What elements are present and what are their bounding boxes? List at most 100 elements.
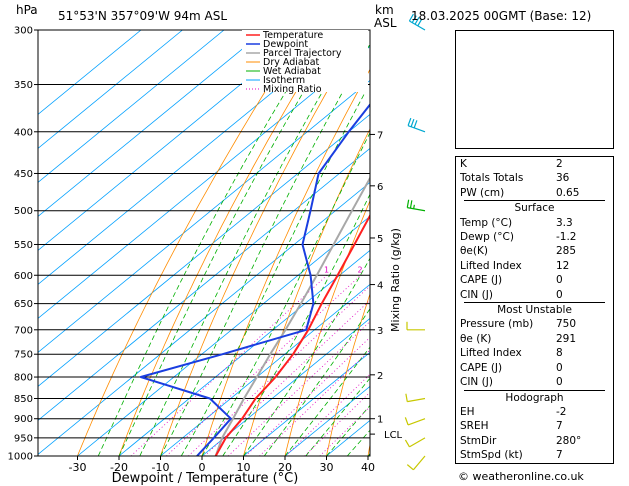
profile-lines xyxy=(139,102,370,456)
isotherm-line xyxy=(160,283,370,456)
legend: Temperature Dewpoint Parcel Trajectory D… xyxy=(242,30,368,95)
index-row-pw: PW (cm) 0.65 xyxy=(456,186,613,200)
surface-title: Surface xyxy=(514,202,555,215)
wind-barbs xyxy=(404,13,426,471)
wet-adiabat-line xyxy=(305,377,370,456)
mu-row: θe (K) 291 xyxy=(456,332,613,346)
hodo-label: EH xyxy=(460,405,475,418)
mixing-ratio-line xyxy=(188,285,370,456)
wind-barb xyxy=(405,393,426,403)
wet-adiabat-line xyxy=(201,131,370,456)
index-label: Totals Totals xyxy=(460,172,524,185)
altitude-tick-label: 6 xyxy=(377,182,383,193)
legend-dry-adiabat: Dry Adiabat xyxy=(263,57,320,68)
pressure-tick-label: 450 xyxy=(14,169,33,180)
pressure-tick-label: 900 xyxy=(14,414,33,425)
wind-barb xyxy=(404,437,426,448)
mu-value: 0 xyxy=(556,376,563,389)
wind-barb-flag xyxy=(405,393,408,402)
hodo-label: StmDir xyxy=(460,434,497,447)
temperature-tick-label: 30 xyxy=(320,461,334,474)
temperature-tick-label: 10 xyxy=(237,461,251,474)
hodograph-panel xyxy=(455,30,614,149)
surface-row: Lifted Index 12 xyxy=(456,259,613,273)
datetime-title: 18.03.2025 00GMT (Base: 12) xyxy=(411,9,591,23)
hodograph-table-title: Hodograph xyxy=(505,391,564,404)
wind-barb-flag xyxy=(407,117,412,126)
mu-label: CIN (J) xyxy=(460,376,493,389)
mu-value: 750 xyxy=(556,318,577,331)
temperature-tick-label: -30 xyxy=(69,461,87,474)
altitude-tick-label: 4 xyxy=(377,281,383,292)
hodo-row: SREH 7 xyxy=(456,419,613,433)
wind-barb-flag xyxy=(406,464,414,471)
pressure-tick-label: 300 xyxy=(14,26,33,37)
wind-barb-staff xyxy=(412,455,426,471)
index-label: K xyxy=(460,158,467,170)
lcl-label: LCL xyxy=(384,430,403,441)
mixing-ratio-line xyxy=(245,336,370,456)
wind-barb xyxy=(406,321,425,331)
altitude-tick-label: 5 xyxy=(377,234,383,245)
wind-barb-half-flag xyxy=(413,204,415,209)
wind-barb-flag xyxy=(406,199,410,208)
altitude-tick-label: 2 xyxy=(377,371,383,382)
temperature-tick-label: 20 xyxy=(278,461,292,474)
mu-value: 0 xyxy=(556,361,563,374)
legend-parcel: Parcel Trajectory xyxy=(263,48,342,59)
isotherm-line xyxy=(201,317,370,456)
mu-row: CIN (J) 0 xyxy=(456,375,613,389)
mixing-ratio-label: 6 xyxy=(416,265,421,274)
temperature-tick-label: -20 xyxy=(110,461,128,474)
surface-row: θe(K) 285 xyxy=(456,244,613,258)
wind-barb-flag xyxy=(404,439,410,448)
mixing-ratio-line xyxy=(285,373,370,456)
pressure-tick-label: 400 xyxy=(14,127,33,138)
hodo-label: StmSpd (kt) xyxy=(460,449,523,462)
surface-label: Temp (°C) xyxy=(460,216,513,229)
mixing-ratio-label: 1 xyxy=(324,265,329,274)
mixing-ratio-line xyxy=(259,349,370,456)
wind-barb-flag xyxy=(409,200,413,209)
wind-barb xyxy=(404,417,426,426)
mu-label: Pressure (mb) xyxy=(460,318,534,331)
mu-row: CAPE (J) 0 xyxy=(456,361,613,375)
isotherm-line xyxy=(243,351,370,456)
wind-barb-staff xyxy=(409,20,426,31)
wind-barb xyxy=(408,13,426,31)
wind-barb-flag xyxy=(414,17,420,25)
surface-value: 0 xyxy=(556,288,563,301)
hodo-row: StmDir 280° xyxy=(456,434,613,448)
pressure-tick-label: 650 xyxy=(14,299,33,310)
surface-value: 0 xyxy=(556,274,563,287)
wind-barb-staff xyxy=(407,418,426,426)
altitude-tick-label: 1 xyxy=(377,415,383,426)
wind-barb-flag xyxy=(408,13,414,22)
isotherm-line xyxy=(38,30,308,251)
legend-wet-adiabat: Wet Adiabat xyxy=(263,66,321,77)
mu-label: θe (K) xyxy=(460,332,492,345)
mixing-ratio-label: 8 xyxy=(432,265,437,274)
wind-barb-staff xyxy=(407,207,426,212)
parcel-trajectory-line xyxy=(214,176,370,456)
isotherm-line xyxy=(38,181,370,455)
hodo-value: 7 xyxy=(556,420,563,433)
dewpoint-line xyxy=(139,102,370,456)
surface-row: CAPE (J) 0 xyxy=(456,273,613,287)
surface-row: Dewp (°C) -1.2 xyxy=(456,230,613,244)
copyright-footer: © weatheronline.co.uk xyxy=(458,470,584,483)
wind-barb-flag xyxy=(411,15,417,23)
pressure-tick-label: 950 xyxy=(14,433,33,444)
mu-value: 8 xyxy=(556,347,563,360)
isotherm-line xyxy=(38,30,183,149)
mu-label: Lifted Index xyxy=(460,347,522,360)
hodo-row: StmSpd (kt) 7 xyxy=(456,448,613,462)
temperature-line xyxy=(214,213,370,456)
hodo-value: 280° xyxy=(556,434,582,447)
asl-label: ASL xyxy=(374,16,397,30)
surface-label: Dewp (°C) xyxy=(460,231,514,244)
index-value: 2 xyxy=(556,158,563,170)
temperature-tick-label: 0 xyxy=(199,461,206,474)
mixing-ratio-label: 2 xyxy=(358,265,363,274)
